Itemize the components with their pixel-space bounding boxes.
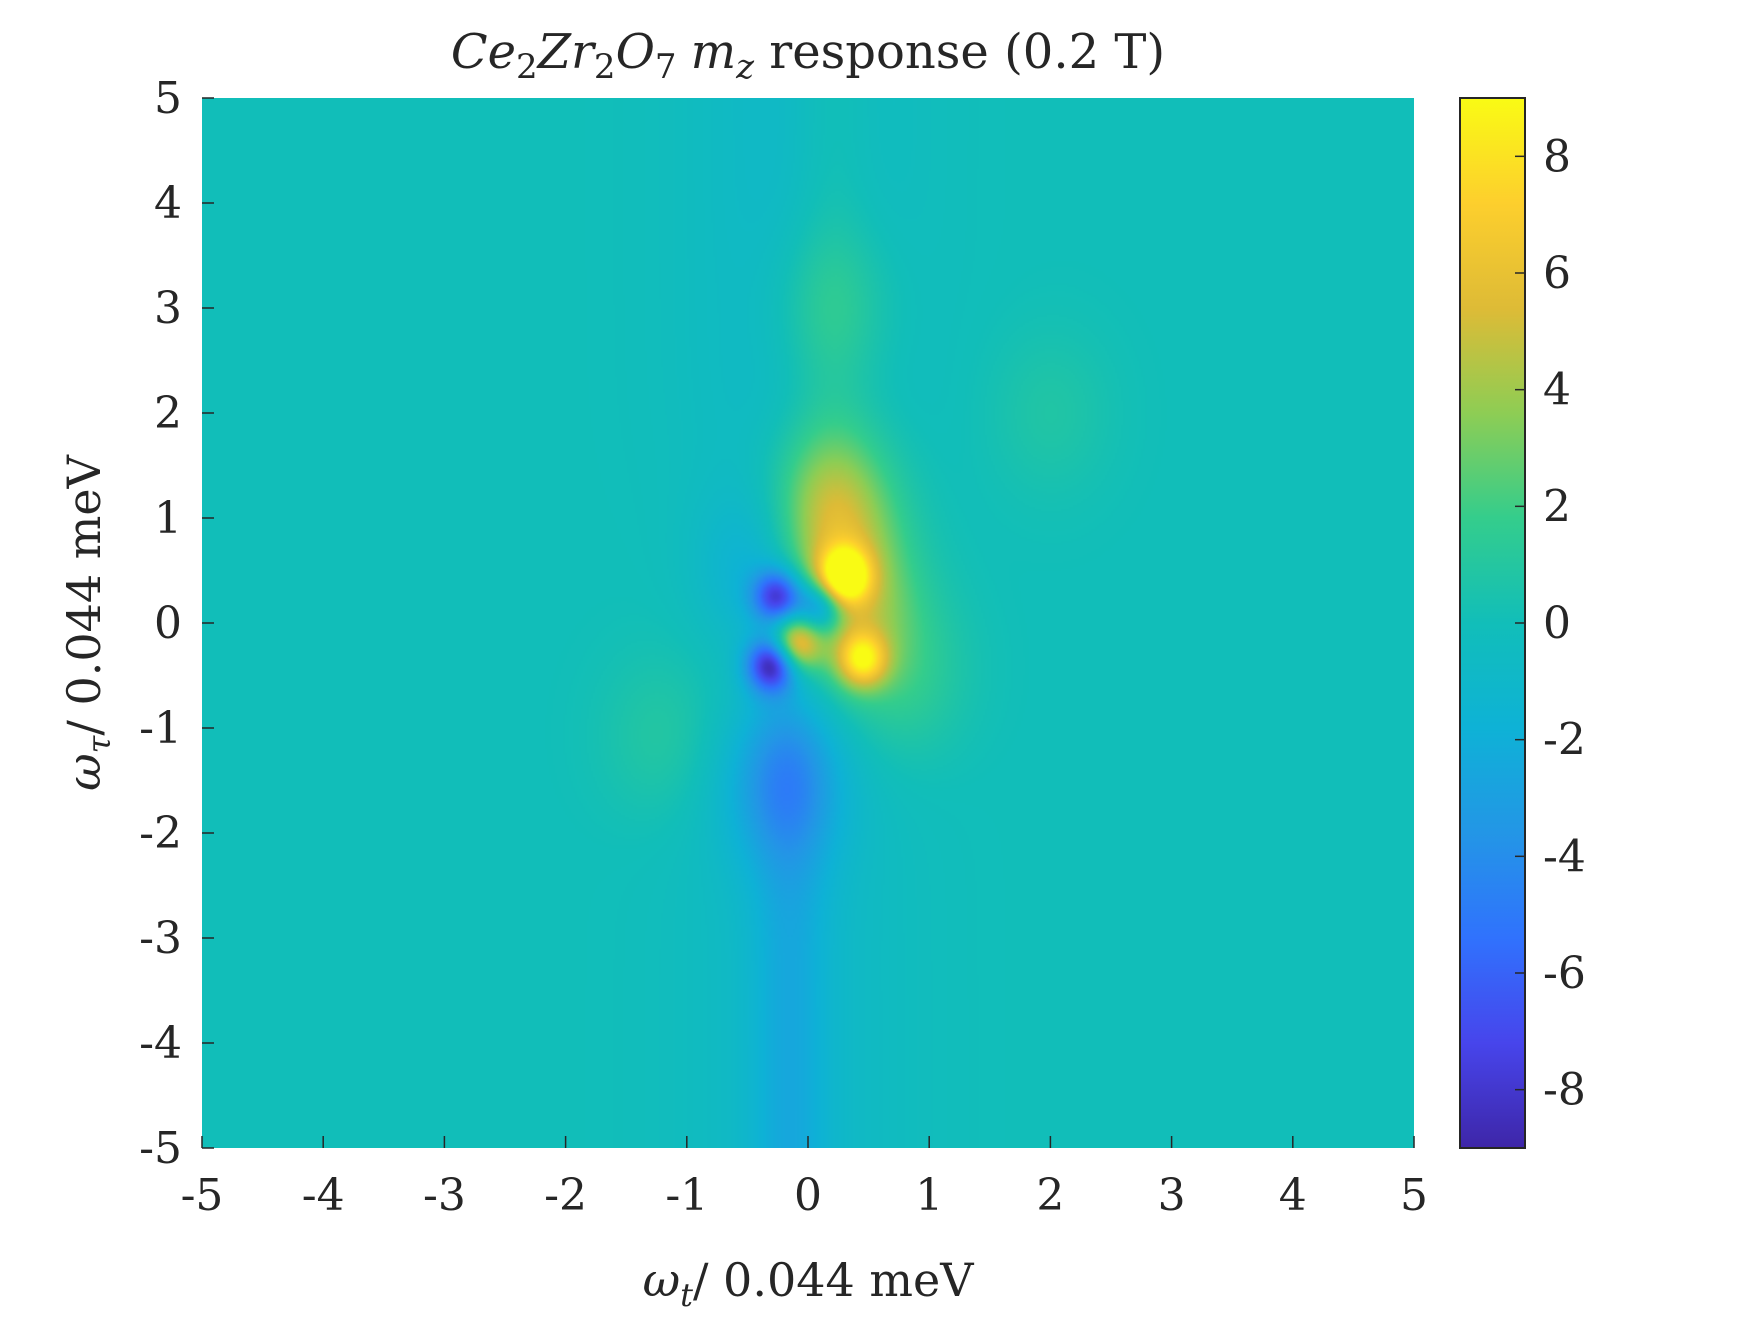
y-tick-label: -2 [139, 808, 182, 859]
colorbar-tick-label: 6 [1543, 248, 1571, 299]
x-tick-label: 0 [794, 1170, 822, 1221]
chart-title: Ce2Zr2O7 mz response (0.2 T) [451, 24, 1165, 87]
x-tick-label: 3 [1158, 1170, 1186, 1221]
y-tick-label: -3 [139, 913, 182, 964]
colorbar [1459, 97, 1526, 1149]
x-tick-label: 5 [1400, 1170, 1428, 1221]
x-tick-label: -1 [665, 1170, 708, 1221]
y-tick-label: 4 [154, 178, 182, 229]
x-axis-label: ωt/ 0.044 meV [643, 1253, 975, 1313]
x-tick-label: -4 [302, 1170, 345, 1221]
colorbar-tick-label: -8 [1543, 1065, 1586, 1116]
y-tick-label: 0 [154, 598, 182, 649]
x-tick-label: 2 [1036, 1170, 1064, 1221]
y-axis-ticks: -5 -4 -3 -2 -1 0 1 2 3 4 5 [139, 73, 214, 1174]
y-tick-label: -5 [139, 1123, 182, 1174]
colorbar-tick-label: 2 [1543, 481, 1571, 532]
colorbar-tick-label: -6 [1543, 948, 1586, 999]
colorbar-tick-label: 4 [1543, 365, 1571, 416]
y-tick-label: 3 [154, 283, 182, 334]
y-axis-label: ωτ/ 0.044 meV [57, 454, 118, 790]
x-axis-ticks: -5 -4 -3 -2 -1 0 1 2 3 4 5 [181, 1136, 1428, 1221]
y-tick-label: -4 [139, 1018, 182, 1069]
colorbar-tick-label: 0 [1543, 598, 1571, 649]
y-tick-label: -1 [139, 703, 182, 754]
colorbar-tick-label: 8 [1543, 131, 1571, 182]
y-tick-label: 5 [154, 73, 182, 124]
colorbar-ticks: -8 -6 -4 -2 0 2 4 6 8 [1515, 131, 1586, 1116]
heatmap-image [202, 98, 1414, 1148]
y-tick-label: 1 [154, 493, 182, 544]
x-tick-label: -5 [181, 1170, 224, 1221]
colorbar-tick-label: -4 [1543, 831, 1586, 882]
x-tick-label: -2 [544, 1170, 587, 1221]
x-tick-label: 4 [1279, 1170, 1307, 1221]
y-tick-label: 2 [154, 388, 182, 439]
x-tick-label: 1 [915, 1170, 943, 1221]
x-tick-label: -3 [423, 1170, 466, 1221]
colorbar-tick-label: -2 [1543, 715, 1586, 766]
